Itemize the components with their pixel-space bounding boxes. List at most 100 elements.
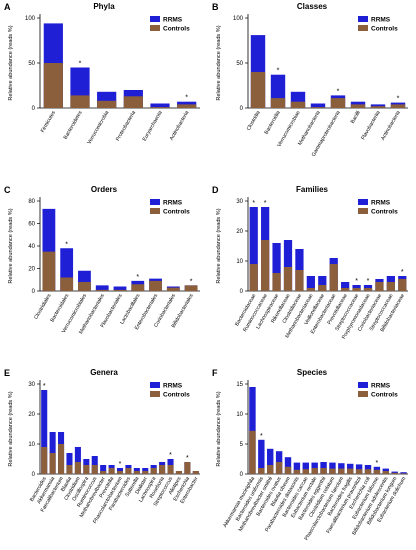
panel-title: Genera xyxy=(90,368,118,377)
y-tick-label: 20 xyxy=(28,267,35,273)
bar-controls xyxy=(283,267,293,291)
bar-controls xyxy=(355,469,363,474)
bar-controls xyxy=(95,289,109,291)
legend-label: Controls xyxy=(371,209,398,216)
bar-controls xyxy=(311,468,318,474)
bar-rrms xyxy=(272,243,281,291)
legend-label: Controls xyxy=(163,392,190,399)
significance-star: * xyxy=(401,269,404,276)
bar-controls xyxy=(42,251,56,291)
bar-controls xyxy=(166,287,180,291)
significance-star: * xyxy=(337,88,340,95)
panel-title: Classes xyxy=(296,2,328,11)
category-label: Clostridiales xyxy=(33,293,53,321)
chart-classes: Relative abundance (reads %) 0 50 100 Clostr… xyxy=(216,14,408,158)
legend-label: RRMS xyxy=(163,200,183,207)
bar-controls xyxy=(330,98,346,108)
y-tick-label: 30 xyxy=(236,199,243,205)
y-tick-label: 0 xyxy=(240,106,244,112)
y-tick-label: 100 xyxy=(233,16,244,22)
bar-rrms xyxy=(293,462,301,474)
legend-swatch xyxy=(150,208,160,214)
bar-controls xyxy=(272,273,281,291)
bar-controls xyxy=(302,469,309,474)
category-label: Euryarchaeota xyxy=(142,110,164,142)
bar-controls xyxy=(149,280,162,291)
category-label: Actinobacteria xyxy=(169,110,191,142)
bar-controls xyxy=(167,465,174,474)
bar-rrms xyxy=(329,462,336,474)
legend-swatch xyxy=(150,25,160,31)
bar-rrms xyxy=(267,448,274,474)
panel-title: Orders xyxy=(90,185,118,194)
bar-rrms xyxy=(66,453,73,474)
legend-swatch xyxy=(150,391,160,397)
bar-controls xyxy=(249,264,258,291)
bar-rrms xyxy=(74,447,81,474)
bar-controls xyxy=(58,444,65,474)
chart-species: Relative abundance (reads %)051015Akkerm… xyxy=(216,380,408,542)
bar-controls xyxy=(350,104,366,108)
bar-controls xyxy=(131,284,145,291)
bar-controls xyxy=(184,285,198,291)
bar-controls xyxy=(116,471,124,474)
bar-controls xyxy=(83,465,90,474)
bar-rrms xyxy=(249,387,256,474)
legend-swatch xyxy=(358,199,368,205)
bar-controls xyxy=(364,469,372,474)
legend-swatch xyxy=(150,382,160,388)
y-axis-label: Relative abundance (reads %) xyxy=(8,391,14,466)
panel-title: Families xyxy=(295,185,328,194)
panel-title: Phyla xyxy=(93,2,115,11)
bar-controls xyxy=(290,101,306,108)
bar-controls xyxy=(398,279,407,291)
bar-controls xyxy=(386,282,395,291)
panel-letter: E xyxy=(4,368,11,378)
bar-rrms xyxy=(100,465,107,474)
legend-label: RRMS xyxy=(163,383,183,390)
bar-controls xyxy=(261,240,270,291)
bar-rrms xyxy=(318,276,327,291)
legend-label: Controls xyxy=(371,392,398,399)
y-tick-label: 15 xyxy=(236,382,243,388)
legend-swatch xyxy=(358,16,368,22)
bar-controls xyxy=(91,465,98,474)
legend-swatch xyxy=(358,208,368,214)
significance-star: * xyxy=(367,278,370,285)
bar-controls xyxy=(249,430,256,474)
bar-controls xyxy=(78,282,91,291)
bar-controls xyxy=(400,473,407,474)
category-label: Firmicutes xyxy=(40,110,57,134)
bar-controls xyxy=(108,468,115,474)
bar-rrms xyxy=(310,103,326,108)
legend-label: RRMS xyxy=(371,383,391,390)
bar-controls xyxy=(320,468,327,474)
significance-star: * xyxy=(260,433,263,440)
bar-controls xyxy=(341,288,350,291)
bar-controls xyxy=(70,95,90,108)
y-tick-label: 30 xyxy=(28,382,35,388)
category-label: Flavobacteriia xyxy=(360,110,381,141)
bar-controls xyxy=(391,472,398,474)
legend-swatch xyxy=(150,199,160,205)
bar-controls xyxy=(250,72,266,108)
significance-star: * xyxy=(79,61,82,68)
bar-controls xyxy=(113,289,127,291)
bar-controls xyxy=(159,465,166,474)
category-label: Clostridia xyxy=(246,110,262,132)
legend-swatch xyxy=(358,391,368,397)
significance-star: * xyxy=(277,68,280,75)
legend-label: RRMS xyxy=(371,200,391,207)
panel-genera: E Genera Relative abundance (reads %) 0 10… xyxy=(0,366,208,549)
y-axis-label: Relative abundance (reads %) xyxy=(216,208,222,283)
bar-controls xyxy=(175,471,182,474)
bar-controls xyxy=(66,465,73,474)
y-tick-label: 0 xyxy=(240,289,244,295)
bar-controls xyxy=(142,471,149,474)
panel-classes: B Classes Relative abundance (reads %) 0 5… xyxy=(208,0,416,183)
significance-star: * xyxy=(190,278,193,285)
bar-controls xyxy=(270,98,286,108)
y-tick-label: 50 xyxy=(28,61,35,67)
significance-star: * xyxy=(264,200,267,207)
